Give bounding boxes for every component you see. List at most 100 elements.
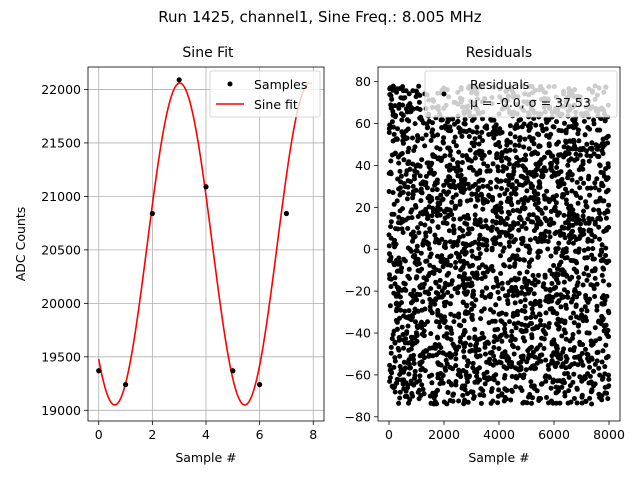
residual-point [574, 294, 580, 300]
residual-point [391, 124, 396, 130]
residual-point [527, 237, 533, 243]
residual-point [450, 223, 456, 229]
legend-samples-label: Samples [254, 77, 307, 92]
residual-point [397, 364, 403, 369]
residual-point [582, 255, 588, 261]
residual-point [457, 173, 463, 179]
residual-point [547, 375, 552, 380]
residual-point [476, 236, 482, 242]
residual-point [417, 107, 423, 112]
residual-point [477, 365, 482, 371]
residual-point [580, 166, 586, 172]
residual-point [450, 182, 456, 188]
residual-point [424, 277, 430, 283]
residual-point [498, 155, 504, 161]
residual-point [433, 343, 439, 349]
residual-point [526, 263, 532, 269]
residual-point [420, 242, 426, 248]
residual-point [395, 154, 401, 160]
residual-point [509, 374, 515, 379]
residual-point [554, 165, 560, 170]
residual-point [547, 234, 553, 240]
sine-fit-xtick-label-4: 8 [309, 427, 317, 442]
residual-point [462, 116, 468, 122]
residual-point [460, 282, 466, 288]
residual-point [422, 368, 428, 374]
residual-point [393, 241, 399, 247]
residual-point [447, 162, 453, 168]
residual-point [472, 155, 478, 161]
residual-point [419, 382, 425, 388]
residual-point [469, 241, 475, 246]
residual-point [522, 297, 528, 303]
sample-point-7 [283, 210, 290, 217]
residual-point [545, 150, 550, 156]
residual-point [460, 153, 465, 159]
residual-point [477, 392, 483, 398]
residual-point [477, 168, 483, 174]
residual-point [532, 277, 538, 283]
residual-point [401, 157, 407, 163]
residual-point [428, 307, 433, 313]
residual-point [475, 187, 481, 193]
residual-point [606, 376, 612, 382]
residual-point [491, 373, 497, 379]
residual-point [393, 150, 398, 156]
residual-point [423, 258, 429, 264]
residual-point [399, 300, 404, 306]
residual-point [428, 138, 434, 143]
residual-point [537, 160, 542, 166]
residual-point [563, 220, 568, 226]
residual-point [436, 350, 442, 355]
residual-point [461, 354, 467, 360]
residual-point [586, 272, 592, 278]
residual-point [482, 344, 488, 350]
residual-point [518, 327, 524, 333]
sine-fit-frame [87, 66, 325, 422]
residual-point [498, 220, 503, 226]
residual-point [422, 355, 427, 361]
residual-point [446, 189, 452, 195]
residual-point [442, 123, 448, 129]
residual-point [398, 307, 404, 313]
residual-point [413, 163, 419, 169]
residual-point [522, 309, 528, 314]
residual-point [396, 105, 402, 111]
residual-point [530, 212, 536, 218]
residual-point [410, 135, 415, 141]
residual-point [562, 235, 568, 241]
residual-point [430, 353, 436, 359]
residual-point [573, 217, 578, 223]
residual-point [425, 242, 431, 248]
residual-point [584, 351, 590, 357]
residual-point [470, 390, 476, 395]
sine-fit-xtick-label-0: 0 [95, 427, 103, 442]
residual-point [481, 161, 487, 167]
residual-point [600, 170, 606, 176]
residual-point [518, 117, 524, 123]
residual-point [562, 120, 567, 126]
residual-point [479, 262, 485, 268]
residual-point [497, 233, 502, 239]
residual-point [487, 356, 493, 362]
residual-point [564, 356, 570, 362]
residual-point [442, 220, 448, 226]
residual-point [416, 230, 422, 236]
residual-point [579, 307, 585, 313]
residual-point [520, 174, 526, 180]
residual-point [413, 248, 419, 254]
residual-point [439, 253, 445, 259]
residual-point [415, 135, 421, 141]
residual-point [504, 187, 510, 193]
residual-point [459, 160, 465, 165]
residual-point [396, 287, 401, 293]
residual-point [583, 295, 589, 301]
residual-point [424, 160, 430, 166]
residual-point [448, 128, 454, 134]
residual-point [589, 145, 595, 151]
residual-point [419, 157, 425, 163]
residual-point [563, 152, 569, 158]
residual-point [505, 231, 510, 237]
residual-point [438, 192, 444, 198]
residual-point [566, 205, 572, 211]
